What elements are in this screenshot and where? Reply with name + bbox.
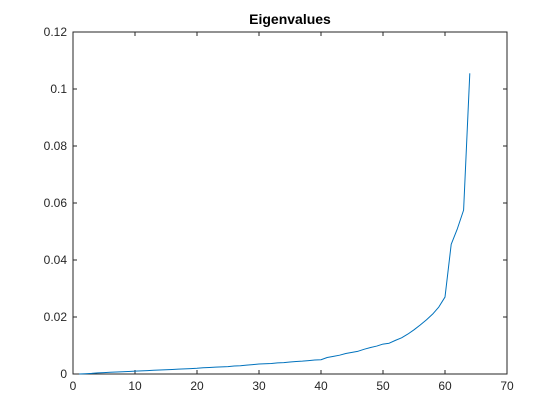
y-tick-label: 0.12 [44,25,68,39]
eigenvalue-series-line [79,73,471,375]
y-tick-label: 0 [60,367,67,381]
x-tick-label: 40 [314,379,328,393]
y-tick-label: 0.08 [44,139,68,153]
y-tick-label: 0.06 [44,196,68,210]
x-tick-label: 60 [438,379,452,393]
y-tick-label: 0.1 [50,82,67,96]
series-layer [79,73,471,375]
plot-area [72,31,508,375]
y-tick-label: 0.04 [44,253,68,267]
y-tick-label: 0.02 [44,310,68,324]
chart-title: Eigenvalues [249,11,331,27]
x-tick-label: 50 [376,379,390,393]
x-axis: 0 10 20 30 40 50 60 70 [70,32,514,393]
x-tick-label: 0 [70,379,77,393]
x-tick-label: 70 [500,379,514,393]
x-tick-label: 10 [128,379,142,393]
x-tick-label: 30 [252,379,266,393]
axes-box [72,31,508,375]
y-axis: 0 0.02 0.04 0.06 0.08 0.1 0.12 [44,25,507,381]
x-tick-label: 20 [190,379,204,393]
